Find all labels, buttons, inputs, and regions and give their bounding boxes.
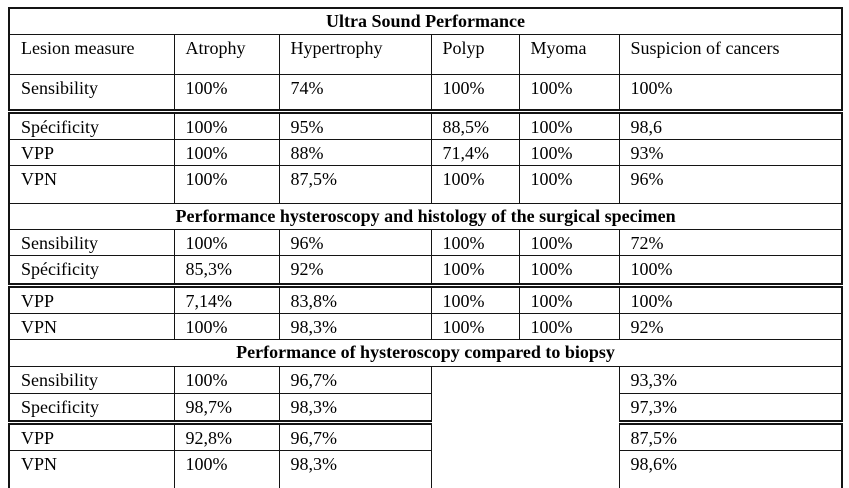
table-cell: 100% — [618, 282, 843, 314]
table-row: Spécificity 85,3% 92% 100% 100% 100% — [8, 254, 843, 286]
table-cell: 72% — [618, 228, 843, 256]
table-row: VPN 100% 98,3% 98,6% — [8, 449, 843, 488]
row-label: VPN — [8, 449, 175, 488]
table-cell: 74% — [278, 73, 432, 112]
table-cell: 98,7% — [173, 392, 280, 423]
table-cell: 100% — [430, 73, 520, 112]
table-cell: 96,7% — [278, 365, 432, 394]
table-cell: 98,6% — [618, 449, 843, 488]
table-cell: 93,3% — [618, 365, 843, 394]
table-cell: 96% — [618, 164, 843, 204]
table-cell: 98,3% — [278, 449, 432, 488]
merged-empty-cell — [430, 365, 620, 488]
table-cell: 100% — [430, 228, 520, 256]
table-row: Sensibility 100% 96,7% 93,3% — [8, 365, 843, 488]
table-cell: 97,3% — [618, 392, 843, 423]
table-cell: 100% — [173, 73, 280, 112]
table-cell: 100% — [173, 365, 280, 394]
table-row: VPP 92,8% 96,7% 87,5% — [8, 419, 843, 451]
table-row: VPP 100% 88% 71,4% 100% 93% — [8, 138, 843, 166]
row-label: VPN — [8, 312, 175, 340]
table-row: VPP 7,14% 83,8% 100% 100% 100% — [8, 282, 843, 314]
table-cell: 100% — [518, 282, 620, 314]
col-header-suspicion-of-cancers: Suspicion of cancers — [618, 33, 843, 75]
col-header-atrophy: Atrophy — [173, 33, 280, 75]
row-label: VPN — [8, 164, 175, 204]
table-cell: 100% — [173, 449, 280, 488]
table-cell: 96% — [278, 228, 432, 256]
section-title-ultrasound: Ultra Sound Performance — [8, 7, 843, 35]
table-cell: 100% — [430, 164, 520, 204]
table-cell: 100% — [173, 138, 280, 166]
table-row: VPN 100% 98,3% 100% 100% 92% — [8, 312, 843, 340]
table-cell: 87,5% — [278, 164, 432, 204]
row-label: VPP — [8, 419, 175, 451]
table-cell: 88% — [278, 138, 432, 166]
table-row: Sensibility 100% 74% 100% 100% 100% — [8, 73, 843, 112]
table-cell: 100% — [518, 164, 620, 204]
table-row: Specificity 98,7% 98,3% 97,3% — [8, 392, 843, 423]
table-cell: 100% — [173, 228, 280, 256]
table-cell: 92,8% — [173, 419, 280, 451]
table-cell: 100% — [518, 228, 620, 256]
table-cell: 92% — [618, 312, 843, 340]
table-cell: 98,3% — [278, 392, 432, 423]
row-label: Sensibility — [8, 365, 175, 394]
row-label: Sensibility — [8, 228, 175, 256]
table-cell: 7,14% — [173, 282, 280, 314]
table-cell: 88,5% — [430, 108, 520, 140]
row-label: VPP — [8, 138, 175, 166]
table-cell: 100% — [518, 254, 620, 286]
table-cell: 98,3% — [278, 312, 432, 340]
col-header-polyp: Polyp — [430, 33, 520, 75]
table-cell: 100% — [618, 254, 843, 286]
table-cell: 83,8% — [278, 282, 432, 314]
row-label: Spécificity — [8, 108, 175, 140]
row-label: Sensibility — [8, 73, 175, 112]
table-cell: 98,6 — [618, 108, 843, 140]
col-header-myoma: Myoma — [518, 33, 620, 75]
table-cell: 100% — [618, 73, 843, 112]
table-cell: 87,5% — [618, 419, 843, 451]
table-cell: 71,4% — [430, 138, 520, 166]
table-cell: 100% — [518, 312, 620, 340]
row-label: Spécificity — [8, 254, 175, 286]
row-label: Specificity — [8, 392, 175, 423]
table-row: VPN 100% 87,5% 100% 100% 96% — [8, 164, 843, 204]
table-cell: 100% — [430, 282, 520, 314]
table-row: Spécificity 100% 95% 88,5% 100% 98,6 — [8, 108, 843, 140]
table-cell: 93% — [618, 138, 843, 166]
col-header-lesion-measure: Lesion measure — [8, 33, 175, 75]
table-cell: 95% — [278, 108, 432, 140]
table-cell: 85,3% — [173, 254, 280, 286]
table-cell: 92% — [278, 254, 432, 286]
table-cell: 100% — [518, 108, 620, 140]
row-label: VPP — [8, 282, 175, 314]
table-cell: 100% — [173, 108, 280, 140]
table-cell: 100% — [173, 312, 280, 340]
col-header-hypertrophy: Hypertrophy — [278, 33, 432, 75]
section-title-hysteroscopy-histology: Performance hysteroscopy and histology o… — [8, 202, 843, 230]
table-cell: 100% — [173, 164, 280, 204]
performance-table: Ultra Sound Performance Lesion measure A… — [8, 7, 844, 488]
table-cell: 100% — [518, 138, 620, 166]
table-cell: 96,7% — [278, 419, 432, 451]
table-cell: 100% — [430, 312, 520, 340]
section-title-hysteroscopy-biopsy: Performance of hysteroscopy compared to … — [8, 338, 843, 367]
table-cell: 100% — [430, 254, 520, 286]
table-cell: 100% — [518, 73, 620, 112]
table-row: Sensibility 100% 96% 100% 100% 72% — [8, 228, 843, 256]
